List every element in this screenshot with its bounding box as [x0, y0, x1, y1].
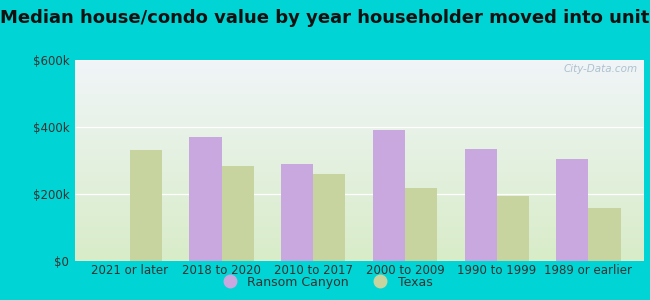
Bar [588, 208, 621, 261]
Bar [313, 174, 345, 261]
Text: City-Data.com: City-Data.com [564, 64, 638, 74]
Bar [497, 196, 529, 261]
Bar [281, 164, 313, 261]
Bar [189, 137, 222, 261]
Legend: Ransom Canyon, Texas: Ransom Canyon, Texas [213, 271, 437, 294]
Text: Median house/condo value by year householder moved into unit: Median house/condo value by year househo… [0, 9, 650, 27]
Bar [465, 149, 497, 261]
Bar [373, 130, 405, 261]
Bar [405, 188, 437, 261]
Bar [556, 159, 588, 261]
Bar [130, 150, 162, 261]
Bar [222, 166, 254, 261]
